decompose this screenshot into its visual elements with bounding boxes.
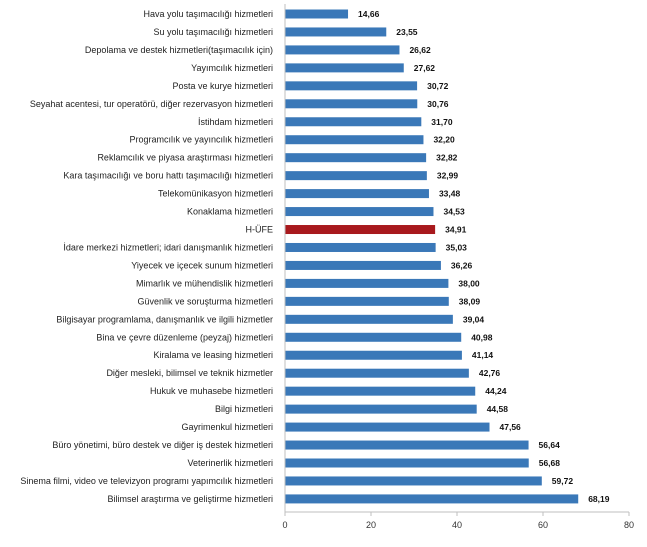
data-label: 59,72	[552, 476, 574, 486]
data-label: 30,76	[427, 99, 449, 109]
category-label: Posta ve kurye hizmetleri	[172, 81, 273, 91]
category-label: Bina ve çevre düzenleme (peyzaj) hizmetl…	[96, 332, 273, 342]
category-label: Yiyecek ve içecek sunum hizmetleri	[131, 260, 273, 270]
bar	[285, 135, 424, 145]
bars-layer: Hava yolu taşımacılığı hizmetleri 14,66 Su…	[20, 9, 609, 504]
data-label: 39,04	[463, 314, 485, 324]
category-label: Veterinerlik hizmetleri	[187, 458, 273, 468]
data-label: 41,14	[472, 350, 494, 360]
category-label: Diğer mesleki, bilimsel ve teknik hizmet…	[106, 368, 273, 378]
x-tick-label: 80	[624, 520, 634, 530]
bar	[285, 296, 449, 306]
category-label: Sinema filmi, video ve televizyon progra…	[20, 476, 273, 486]
data-label: 27,62	[414, 63, 436, 73]
category-label: H-ÜFE	[246, 225, 274, 235]
data-label: 68,19	[588, 494, 610, 504]
x-tick-label: 20	[366, 520, 376, 530]
bar	[285, 494, 579, 504]
data-label: 44,58	[487, 404, 509, 414]
data-label: 32,82	[436, 153, 458, 163]
bar	[285, 332, 462, 342]
bar	[285, 99, 418, 109]
bar	[285, 278, 449, 288]
data-label: 14,66	[358, 9, 380, 19]
x-tick-label: 60	[538, 520, 548, 530]
bar	[285, 260, 441, 270]
x-tick-label: 0	[282, 520, 287, 530]
bar	[285, 242, 436, 252]
category-label: Depolama ve destek hizmetleri(taşımacılı…	[85, 45, 273, 55]
bar	[285, 63, 404, 73]
data-label: 40,98	[471, 332, 493, 342]
bar	[285, 27, 387, 37]
data-label: 42,76	[479, 368, 501, 378]
data-label: 32,99	[437, 171, 459, 181]
data-label: 38,00	[458, 278, 480, 288]
category-label: Hava yolu taşımacılığı hizmetleri	[143, 9, 273, 19]
category-label: Bilgi hizmetleri	[215, 404, 273, 414]
category-label: Bilgisayar programlama, danışmanlık ve i…	[56, 314, 273, 324]
category-label: Gayrimenkul hizmetleri	[181, 422, 273, 432]
data-label: 23,55	[396, 27, 418, 37]
data-label: 32,20	[433, 135, 455, 145]
data-label: 34,91	[445, 225, 467, 235]
category-label: Büro yönetimi, büro destek ve diğer iş d…	[52, 440, 273, 450]
bar	[285, 404, 477, 414]
data-label: 35,03	[446, 242, 468, 252]
bar	[285, 45, 400, 55]
highlight-bar	[285, 225, 436, 235]
bar	[285, 171, 427, 181]
bar	[285, 117, 422, 127]
bar	[285, 386, 476, 396]
bar	[285, 422, 490, 432]
data-label: 36,26	[451, 260, 473, 270]
bar	[285, 81, 418, 91]
category-label: Güvenlik ve soruşturma hizmetleri	[137, 296, 273, 306]
data-label: 26,62	[409, 45, 431, 55]
category-label: Reklamcılık ve piyasa araştırması hizmet…	[97, 153, 273, 163]
bar	[285, 9, 349, 19]
category-label: Kiralama ve leasing hizmetleri	[153, 350, 273, 360]
bar	[285, 350, 462, 360]
x-tick-label: 40	[452, 520, 462, 530]
category-label: Konaklama hizmetleri	[187, 207, 273, 217]
bar	[285, 153, 427, 163]
bar	[285, 440, 529, 450]
category-label: Telekomünikasyon hizmetleri	[158, 189, 273, 199]
bar	[285, 189, 429, 199]
data-label: 30,72	[427, 81, 449, 91]
x-axis: 0 20 40 60 80	[282, 4, 634, 530]
category-label: Seyahat acentesi, tur operatörü, diğer r…	[30, 99, 273, 109]
data-label: 56,68	[539, 458, 561, 468]
category-label: Hukuk ve muhasebe hizmetleri	[150, 386, 273, 396]
bar	[285, 476, 542, 486]
category-label: Bilimsel araştırma ve geliştirme hizmetl…	[107, 494, 273, 504]
data-label: 44,24	[485, 386, 507, 396]
category-label: Mimarlık ve mühendislik hizmetleri	[136, 278, 273, 288]
data-label: 47,56	[500, 422, 522, 432]
data-label: 31,70	[431, 117, 453, 127]
data-label: 56,64	[539, 440, 561, 450]
bar	[285, 458, 529, 468]
category-label: Su yolu taşımacılığı hizmetleri	[153, 27, 273, 37]
data-label: 34,53	[443, 207, 465, 217]
data-label: 33,48	[439, 189, 461, 199]
category-label: Kara taşımacılığı ve boru hattı taşımacı…	[63, 171, 273, 181]
category-label: Programcılık ve yayıncılık hizmetleri	[129, 135, 273, 145]
bar	[285, 368, 469, 378]
category-label: İdare merkezi hizmetleri; idari danışman…	[63, 242, 273, 252]
data-label: 38,09	[459, 296, 481, 306]
category-label: İstihdam hizmetleri	[198, 117, 273, 127]
bar	[285, 314, 453, 324]
category-label: Yayımcılık hizmetleri	[191, 63, 273, 73]
bar	[285, 207, 434, 217]
